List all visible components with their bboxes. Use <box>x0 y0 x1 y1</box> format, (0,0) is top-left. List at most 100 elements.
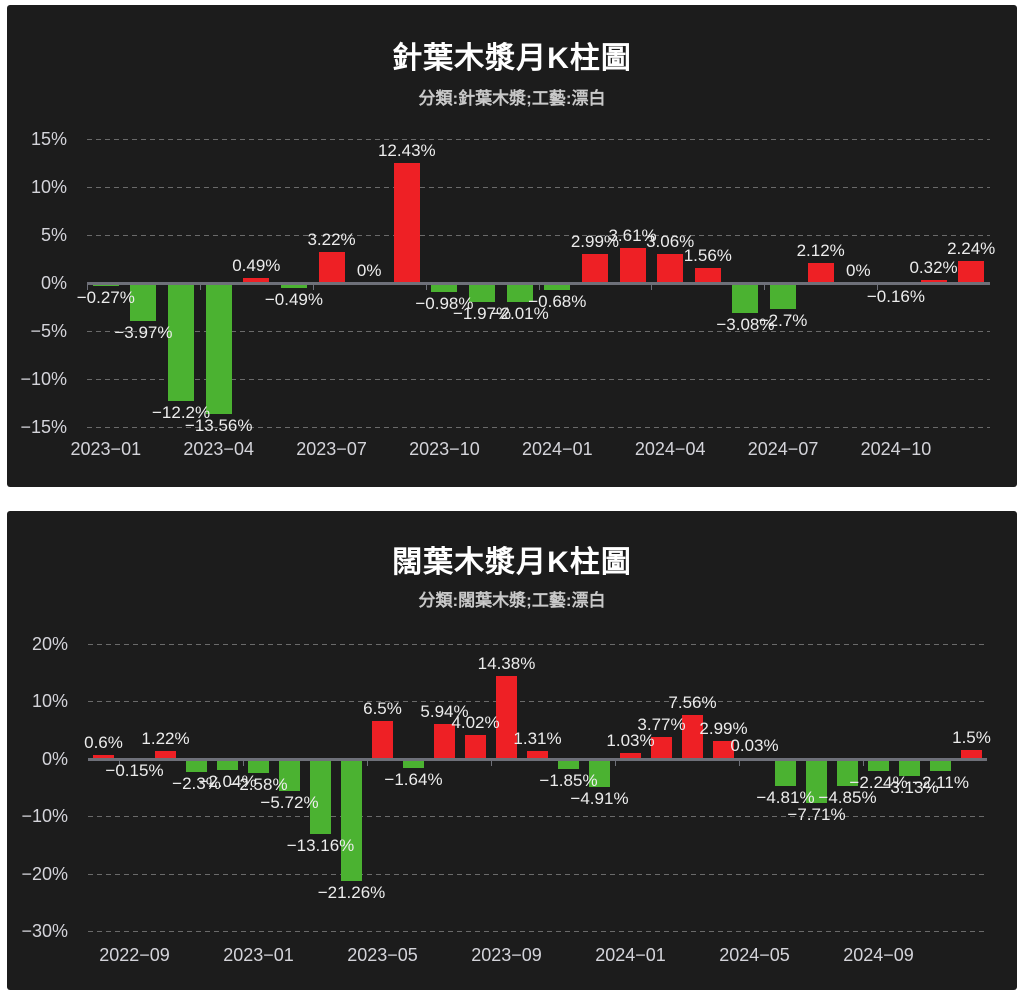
bar-2024-06[interactable] <box>732 283 759 313</box>
bar-2022-12[interactable] <box>217 758 238 771</box>
bar-2024-12[interactable] <box>961 749 982 759</box>
bar-value-label: −2.7% <box>758 311 808 330</box>
bar-2023-05[interactable] <box>243 278 270 283</box>
bar-2024-09[interactable] <box>868 758 889 772</box>
x-axis-label: 2024−07 <box>747 439 819 459</box>
x-axis-tick <box>615 760 616 766</box>
bar-2024-08[interactable] <box>837 758 858 787</box>
y-axis-label: −30% <box>21 921 68 941</box>
bar-2023-03[interactable] <box>168 283 195 401</box>
bar-2023-11[interactable] <box>558 758 579 770</box>
bar-value-label: 1.31% <box>513 728 562 748</box>
x-axis-tick <box>243 760 244 766</box>
bar-value-label: 0.6% <box>84 733 123 753</box>
bar-2023-07[interactable] <box>434 724 455 759</box>
y-gridline <box>88 931 987 932</box>
bar-2024-05[interactable] <box>694 267 721 283</box>
x-axis-tick <box>367 760 368 766</box>
bar-value-label: 3.61% <box>608 226 657 246</box>
bar-value-label: 1.5% <box>952 727 991 747</box>
bar-2024-11[interactable] <box>920 279 947 283</box>
bar-value-label: 5.94% <box>420 702 469 722</box>
bar-value-label: −7.71% <box>787 804 846 824</box>
bar-2024-02[interactable] <box>581 254 608 283</box>
y-axis-label: 0% <box>40 273 67 293</box>
bar-2022-11[interactable] <box>186 758 207 772</box>
bar-2024-04[interactable] <box>713 741 734 759</box>
x-axis-label: 2024−01 <box>595 945 666 965</box>
bar-2024-01[interactable] <box>544 283 571 290</box>
bar-2023-03[interactable] <box>310 758 331 835</box>
y-axis-label: 10% <box>30 176 67 197</box>
bar-value-label: −1.85% <box>539 771 598 791</box>
x-axis-tick <box>651 285 653 290</box>
bar-value-label: 0.03% <box>730 736 779 756</box>
bar-2023-07[interactable] <box>318 251 345 283</box>
bar-2023-06[interactable] <box>280 283 307 288</box>
x-axis-line <box>87 282 990 285</box>
y-gridline <box>87 331 990 333</box>
bar-2024-11[interactable] <box>930 758 951 771</box>
bar-2023-12[interactable] <box>506 283 533 303</box>
bar-2023-08[interactable] <box>465 735 486 759</box>
bar-2024-08[interactable] <box>807 262 834 283</box>
bar-value-label: 0.49% <box>232 256 281 276</box>
x-axis-tick <box>877 285 879 290</box>
bar-value-label: −4.85% <box>818 788 877 808</box>
bar-2023-09[interactable] <box>496 675 517 759</box>
bar-2023-02[interactable] <box>130 283 157 322</box>
bar-value-label: 12.43% <box>377 141 436 161</box>
y-gridline <box>88 873 987 875</box>
x-axis-tick <box>312 285 314 290</box>
bar-2024-06[interactable] <box>775 758 796 787</box>
bar-value-label: −0.49% <box>264 289 324 309</box>
x-axis-label: 2024−09 <box>843 945 914 965</box>
bar-value-label: 3.06% <box>646 231 695 251</box>
bar-value-label: 2.99% <box>570 232 620 252</box>
bar-2024-03[interactable] <box>619 248 646 283</box>
x-axis-label: 2024−04 <box>634 439 706 459</box>
bar-2024-04[interactable] <box>657 253 684 283</box>
x-axis-label: 2023−01 <box>223 945 294 965</box>
x-axis-tick <box>119 760 120 766</box>
x-axis-tick <box>863 760 864 766</box>
bar-2023-04[interactable] <box>341 758 362 881</box>
bar-2023-06[interactable] <box>403 758 424 768</box>
y-axis-label: −20% <box>21 863 68 884</box>
bar-2023-10[interactable] <box>431 283 458 293</box>
bar-value-label: −4.91% <box>570 788 629 808</box>
x-axis-tick <box>764 285 766 290</box>
bar-2024-03[interactable] <box>682 715 703 759</box>
bar-2023-11[interactable] <box>469 283 496 302</box>
bar-value-label: −0.98% <box>415 294 474 314</box>
bar-2022-10[interactable] <box>155 751 176 759</box>
bar-2023-05[interactable] <box>372 721 393 759</box>
x-axis-tick <box>425 285 427 290</box>
bar-2023-10[interactable] <box>527 750 548 759</box>
x-axis-line <box>88 757 987 761</box>
y-axis-label: −10% <box>20 369 67 390</box>
bar-2024-07[interactable] <box>806 758 827 803</box>
bar-2022-08[interactable] <box>93 755 114 759</box>
bar-value-label: −2.3% <box>172 773 221 793</box>
bar-value-label: −2.24% <box>849 773 908 793</box>
bar-2024-01[interactable] <box>620 752 641 759</box>
bar-2024-12[interactable] <box>958 261 985 283</box>
bar-2023-01[interactable] <box>248 758 269 774</box>
bar-value-label: −13.16% <box>286 836 355 856</box>
bar-value-label: 1.56% <box>683 245 732 265</box>
bar-2023-04[interactable] <box>205 283 232 414</box>
bar-2023-09[interactable] <box>393 163 420 283</box>
bar-value-label: 0% <box>846 261 871 280</box>
bar-2024-07[interactable] <box>770 283 797 309</box>
x-axis-label: 2023−07 <box>296 439 367 459</box>
bar-value-label: −21.26% <box>317 882 386 902</box>
bar-2023-12[interactable] <box>589 758 610 787</box>
x-axis-label: 2024−01 <box>522 439 593 459</box>
y-axis-label: −15% <box>20 417 67 438</box>
bar-2024-10[interactable] <box>899 758 920 777</box>
bar-2023-02[interactable] <box>279 758 300 792</box>
x-axis-label: 2023−04 <box>183 439 254 459</box>
bar-2024-02[interactable] <box>651 736 672 759</box>
y-gridline <box>87 138 990 140</box>
